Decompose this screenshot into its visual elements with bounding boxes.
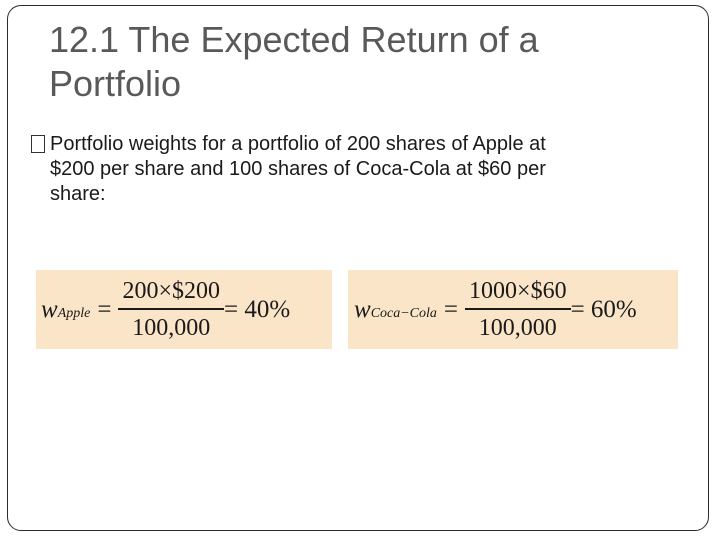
fraction-numerator: 1000×$60: [469, 278, 567, 305]
fraction-bar: [465, 308, 571, 310]
bullet-line: share:: [50, 183, 106, 205]
slide-frame: [7, 5, 709, 531]
formula-variable: w Coca−Cola: [354, 295, 437, 323]
equals-sign: =: [443, 295, 459, 323]
slide-title: 12.1 The Expected Return of a Portfolio: [49, 19, 539, 104]
fraction-bar: [118, 308, 224, 310]
fraction: 1000×$60 100,000: [465, 276, 571, 343]
fraction: 200×$200 100,000: [118, 276, 224, 343]
fraction-denominator: 100,000: [132, 314, 211, 341]
bullet-line: $200 per share and 100 shares of Coca-Co…: [50, 158, 546, 180]
fraction-numerator: 200×$200: [122, 278, 220, 305]
bullet-item: Portfolio weights for a portfolio of 200…: [31, 132, 671, 207]
bullet-text: Portfolio weights for a portfolio of 200…: [31, 132, 671, 207]
formula-subscript: Apple: [57, 305, 91, 321]
formula-result: = 60%: [570, 295, 637, 323]
equals-sign: =: [97, 295, 112, 323]
formula-result: = 40%: [224, 295, 291, 323]
apple-weight-formula: w Apple = 200×$200 100,000 = 40%: [36, 270, 332, 349]
fraction-denominator: 100,000: [478, 314, 557, 341]
bullet-line: Portfolio weights for a portfolio of 200…: [50, 133, 546, 155]
coke-weight-formula: w Coca−Cola = 1000×$60 100,000 = 60%: [348, 270, 678, 349]
formula-variable: w Apple: [41, 295, 91, 323]
formula-subscript: Coca−Cola: [370, 305, 437, 321]
square-bullet-icon: [31, 135, 45, 153]
